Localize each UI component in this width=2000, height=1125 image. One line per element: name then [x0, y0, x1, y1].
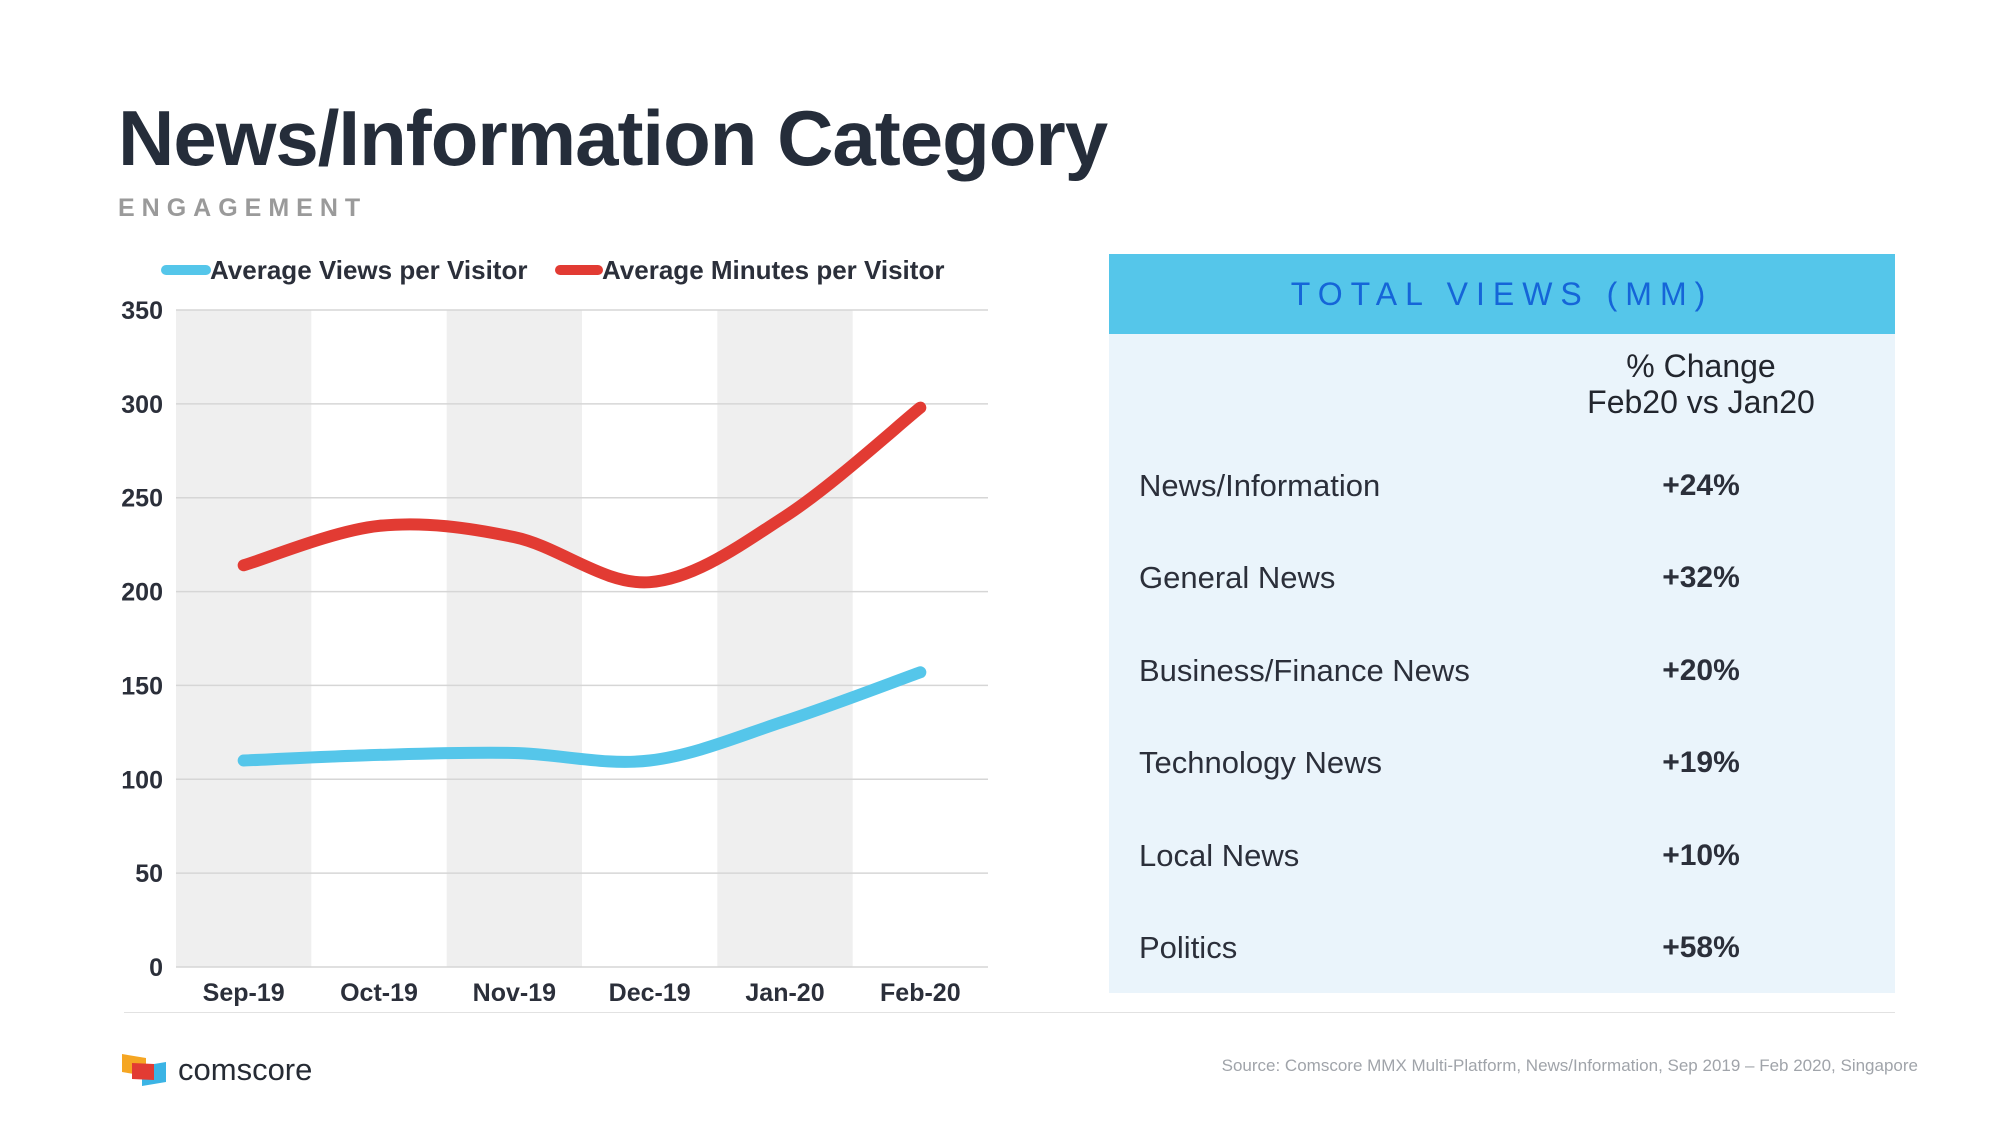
row-value-politics: +58%	[1662, 931, 1740, 964]
row-label-local-news: Local News	[1139, 838, 1300, 873]
row-label-business-finance-news: Business/Finance News	[1139, 653, 1470, 688]
footer-divider	[124, 1012, 1895, 1013]
legend-label: Average Minutes per Visitor	[602, 255, 944, 285]
chart-bands	[176, 310, 853, 967]
row-value-local-news: +10%	[1662, 839, 1740, 872]
y-tick-label: 350	[121, 297, 163, 325]
y-tick-label: 0	[149, 954, 163, 982]
x-tick-label: Sep-19	[203, 979, 285, 1007]
legend-label: Average Views per Visitor	[210, 255, 527, 285]
chart-series	[237, 401, 927, 768]
y-tick-label: 200	[121, 579, 163, 607]
panel-title: TOTAL VIEWS (MM)	[1290, 275, 1714, 312]
row-value-technology-news: +19%	[1662, 746, 1740, 779]
row-label-politics: Politics	[1139, 930, 1238, 965]
y-tick-label: 300	[121, 391, 163, 419]
column-header-line1: % Change	[1626, 348, 1776, 384]
series-line-views	[237, 666, 927, 768]
x-tick-label: Oct-19	[340, 979, 418, 1007]
page-title: News/Information Category	[118, 94, 1108, 182]
x-tick-label: Dec-19	[609, 979, 691, 1007]
panel-header: TOTAL VIEWS (MM)	[1109, 254, 1895, 334]
y-tick-label: 250	[121, 485, 163, 513]
series-line-minutes	[237, 401, 927, 589]
line-chart: 0 50 100 150 200 250 300 350 Sep-19 Oct-19 Nov-19…	[121, 255, 988, 1007]
chart-gridlines	[176, 309, 988, 968]
row-value-general-news: +32%	[1662, 561, 1740, 594]
page-subtitle: ENGAGEMENT	[118, 194, 368, 222]
column-header: % Change Feb20 vs Jan20	[1571, 348, 1831, 420]
x-axis-ticks: Sep-19 Oct-19 Nov-19 Dec-19 Jan-20 Feb-20	[203, 979, 961, 1007]
chart-band	[446, 310, 582, 967]
total-views-panel: TOTAL VIEWS (MM) % Change Feb20 vs Jan20…	[1109, 254, 1895, 993]
x-tick-label: Nov-19	[473, 979, 556, 1007]
chart-band	[717, 310, 853, 967]
y-axis-ticks: 0 50 100 150 200 250 300 350	[121, 297, 163, 982]
chart-legend: Average Views per Visitor Average Minutes…	[161, 255, 944, 285]
y-tick-label: 100	[121, 766, 163, 794]
x-tick-label: Jan-20	[745, 979, 824, 1007]
brand-name: comscore	[178, 1052, 313, 1087]
y-tick-label: 150	[121, 672, 163, 700]
comscore-logo-icon	[122, 1054, 166, 1086]
row-label-news-information: News/Information	[1139, 468, 1381, 503]
row-value-news-information: +24%	[1662, 469, 1740, 502]
row-label-technology-news: Technology News	[1139, 745, 1382, 780]
row-label-general-news: General News	[1139, 560, 1336, 595]
column-header-line2: Feb20 vs Jan20	[1587, 384, 1815, 420]
row-value-business-finance-news: +20%	[1662, 654, 1740, 687]
y-tick-label: 50	[135, 860, 163, 888]
chart-band	[176, 310, 312, 967]
source-note: Source: Comscore MMX Multi-Platform, New…	[1221, 1056, 1918, 1075]
x-tick-label: Feb-20	[880, 979, 961, 1007]
